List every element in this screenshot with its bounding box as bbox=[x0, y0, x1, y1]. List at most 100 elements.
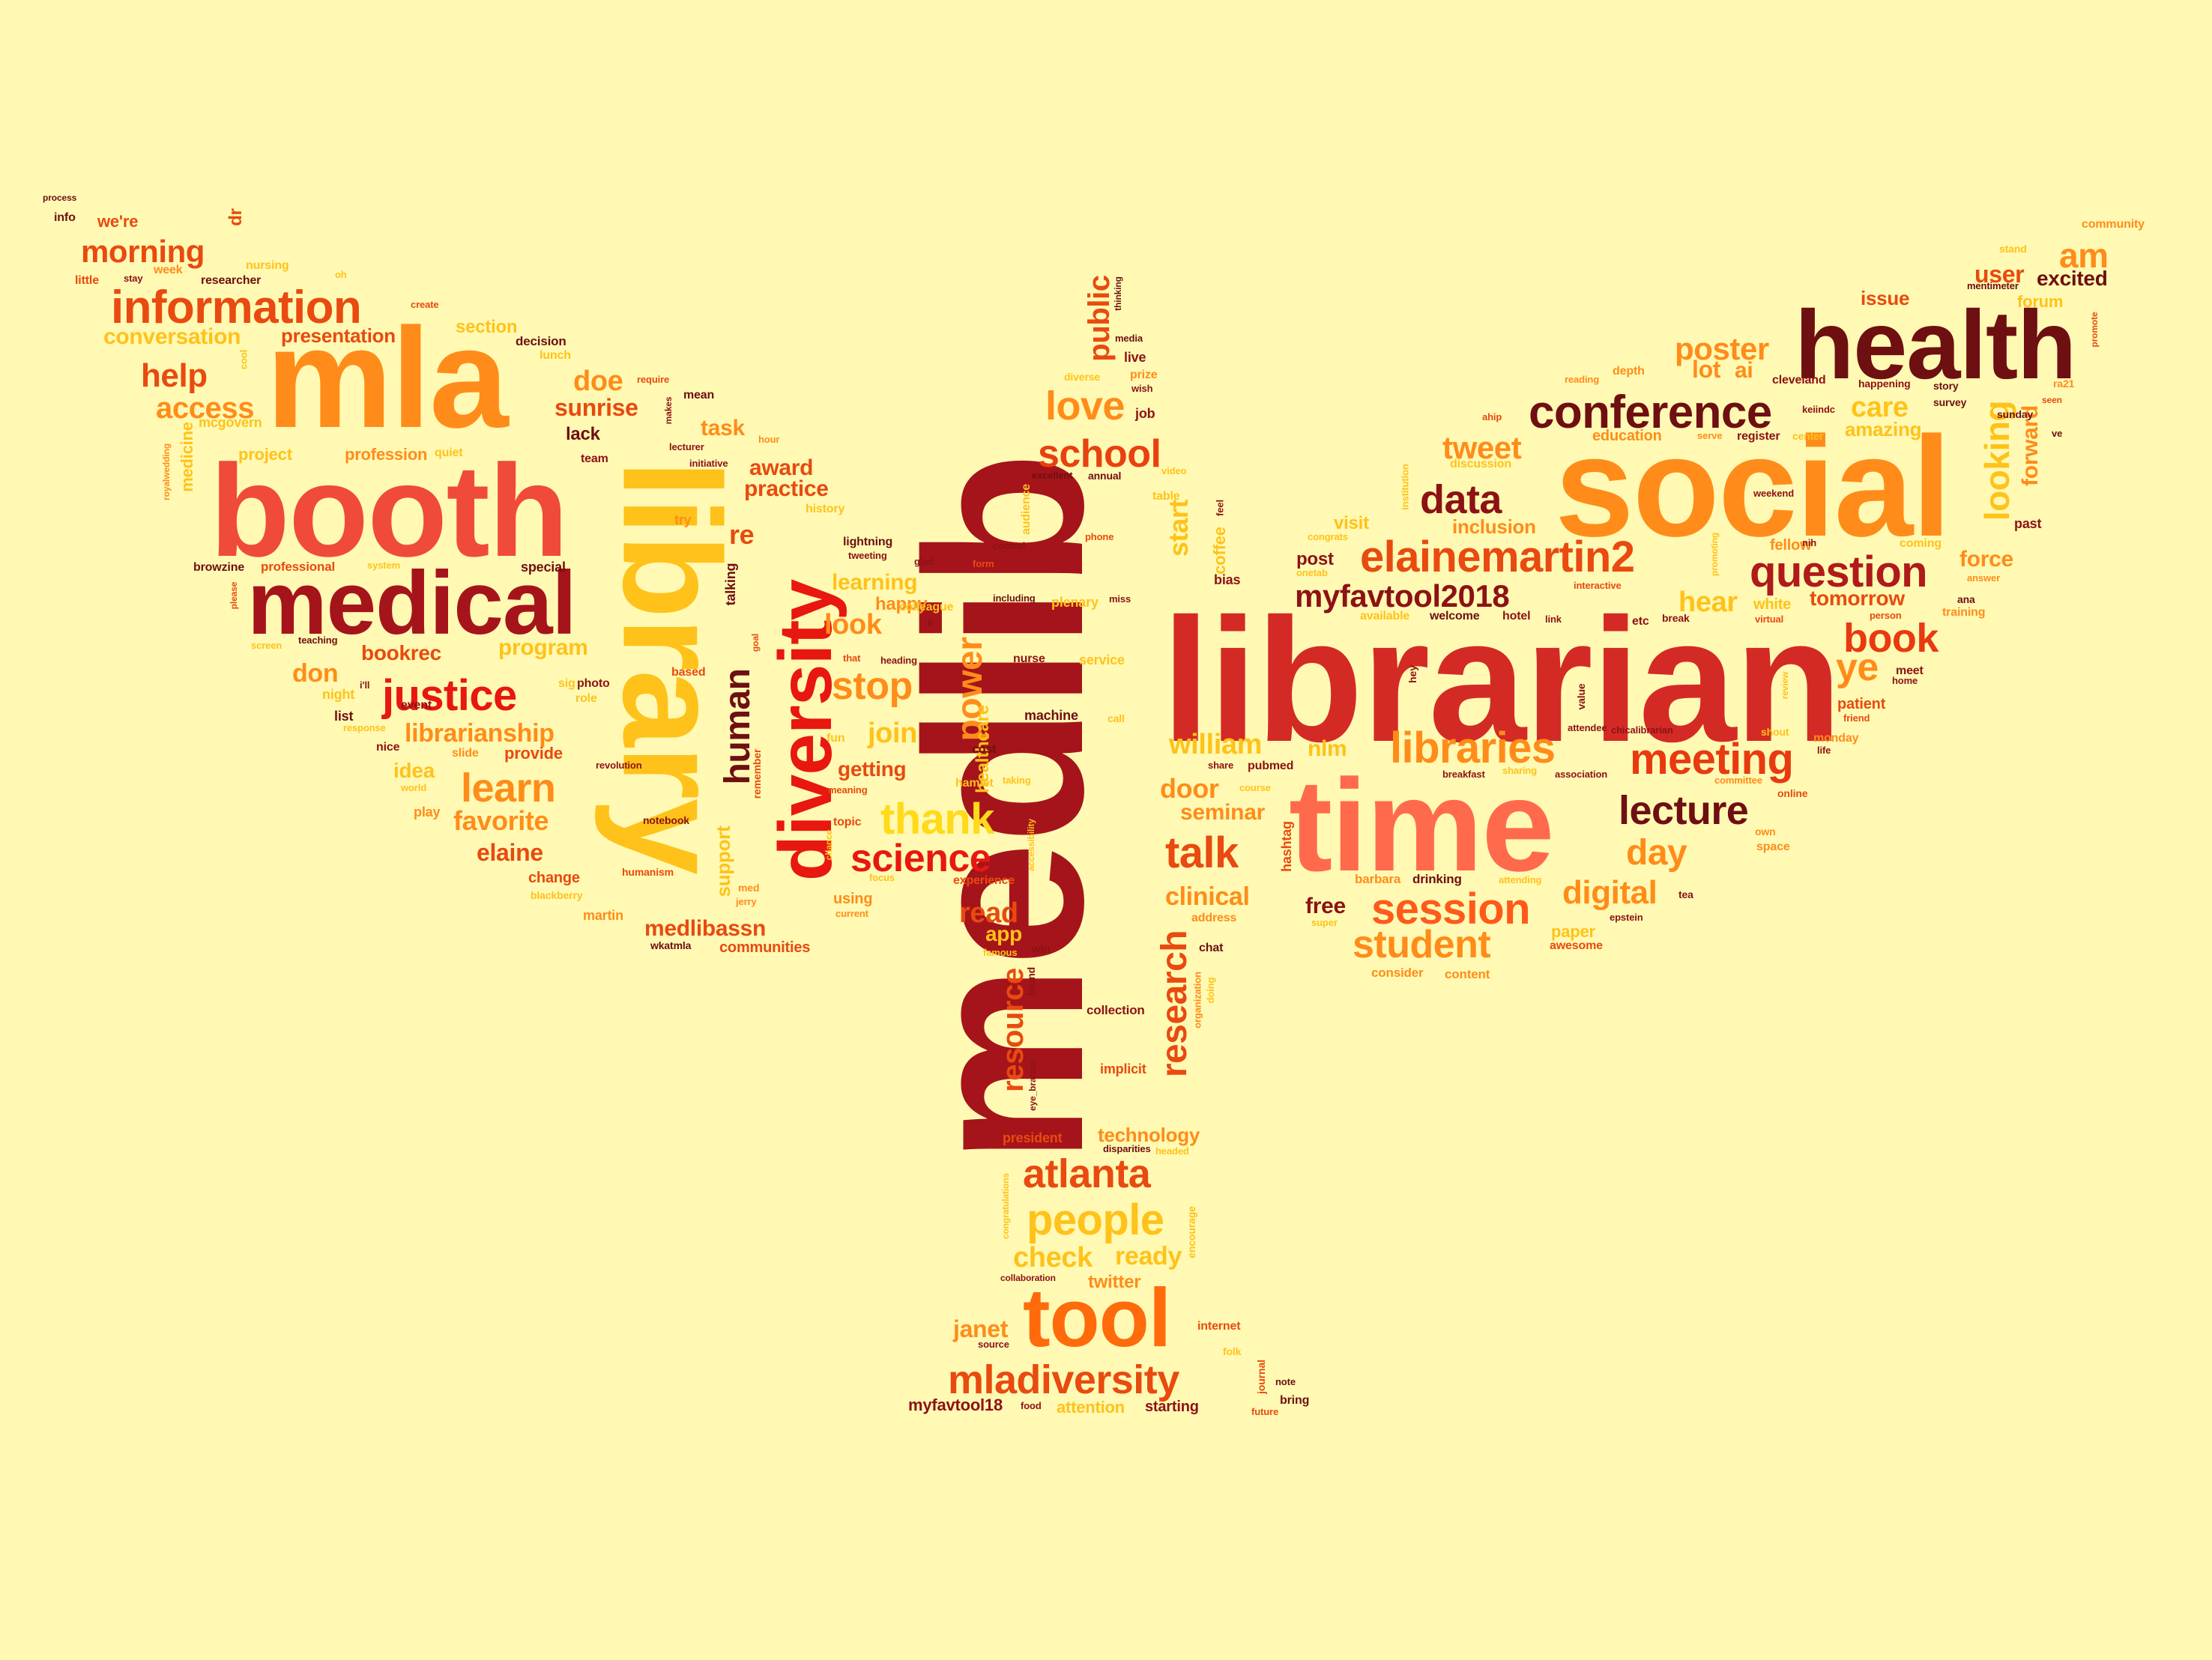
word-content: content bbox=[1445, 967, 1490, 981]
word-technology: technology bbox=[1098, 1124, 1200, 1146]
word-post: post bbox=[1296, 549, 1334, 569]
word-hashtag: hashtag bbox=[1279, 821, 1294, 872]
word-attention: attention bbox=[1057, 1398, 1125, 1417]
word-chance: chance bbox=[824, 829, 834, 861]
word-including: including bbox=[993, 593, 1036, 604]
word-link: link bbox=[1545, 614, 1562, 625]
word-service: service bbox=[1079, 652, 1125, 667]
word-stay: stay bbox=[124, 273, 143, 284]
word-little: little bbox=[75, 274, 99, 287]
word-system: system bbox=[367, 560, 401, 571]
word-ready: ready bbox=[1115, 1242, 1182, 1270]
word-attendee: attendee bbox=[1568, 722, 1607, 733]
word-require: require bbox=[637, 374, 670, 385]
word-lecturer: lecturer bbox=[669, 441, 704, 452]
word-photo: photo bbox=[577, 677, 610, 690]
word-wkatmla: wkatmla bbox=[650, 939, 692, 951]
word-day: day bbox=[1626, 833, 1687, 873]
word-we-re: we're bbox=[97, 212, 139, 231]
word-nice: nice bbox=[376, 741, 400, 754]
word-tweet: tweet bbox=[1442, 430, 1522, 465]
word-fun: fun bbox=[827, 732, 845, 745]
word-congratulations: congratulations bbox=[1000, 1172, 1011, 1240]
word-support: support bbox=[712, 826, 734, 897]
word-mentimeter: mentimeter bbox=[1967, 280, 2019, 291]
word-hey: hey bbox=[1406, 665, 1418, 683]
word-community: community bbox=[2082, 218, 2145, 231]
word-meaning: meaning bbox=[828, 784, 868, 796]
word-doing: doing bbox=[1204, 977, 1216, 1004]
word-association: association bbox=[1555, 769, 1608, 780]
word-conversation: conversation bbox=[103, 324, 241, 349]
word-answer: answer bbox=[1967, 572, 2001, 584]
word-available: available bbox=[1360, 610, 1410, 622]
word-experience: experience bbox=[953, 874, 1015, 887]
word-excited: excited bbox=[2037, 267, 2108, 290]
word-bring: bring bbox=[1280, 1394, 1310, 1407]
word-super: super bbox=[1311, 917, 1338, 928]
word-quiet: quiet bbox=[435, 446, 463, 459]
word-breakfast: breakfast bbox=[1442, 769, 1485, 780]
word-folk: folk bbox=[1223, 1345, 1242, 1357]
word-weekend: weekend bbox=[1753, 488, 1795, 499]
word-amazing: amazing bbox=[1845, 418, 1922, 440]
word-prize: prize bbox=[1130, 369, 1158, 381]
word-lack: lack bbox=[566, 424, 600, 444]
word-create: create bbox=[411, 299, 439, 310]
word-topic: topic bbox=[833, 816, 862, 829]
word-chicalibrarian: chicalibrarian bbox=[1611, 724, 1673, 736]
word-sig: sig bbox=[558, 677, 575, 690]
word-focus: focus bbox=[869, 872, 895, 883]
word-school: school bbox=[1038, 432, 1161, 476]
word-look: look bbox=[824, 609, 882, 640]
word-journal: journal bbox=[1255, 1360, 1267, 1394]
word-discussion: discussion bbox=[1450, 458, 1511, 470]
word-based: based bbox=[671, 666, 706, 679]
word-center: center bbox=[1792, 430, 1824, 442]
word-screen: screen bbox=[251, 640, 282, 651]
word-ahip: ahip bbox=[1482, 411, 1502, 422]
word-keiindc: keiindc bbox=[1802, 404, 1835, 415]
word-resource: resource bbox=[997, 968, 1030, 1092]
word-don: don bbox=[292, 659, 339, 688]
word-online: online bbox=[1777, 787, 1808, 799]
word-thank: thank bbox=[880, 795, 994, 843]
word-tea: tea bbox=[1678, 888, 1693, 900]
word-diverse: diverse bbox=[1064, 371, 1101, 383]
word-organization: organization bbox=[1191, 972, 1203, 1029]
word-initiative: initiative bbox=[689, 458, 728, 469]
word-week: week bbox=[154, 264, 183, 276]
word-current: current bbox=[835, 908, 868, 919]
word-job: job bbox=[1135, 406, 1155, 421]
word-nlm: nlm bbox=[1308, 736, 1347, 761]
word-win: win bbox=[1031, 943, 1051, 956]
word-provide: provide bbox=[504, 744, 563, 763]
word-learn: learn bbox=[461, 766, 556, 811]
word-royalwedding: royalwedding bbox=[161, 443, 172, 500]
word-notebook: notebook bbox=[643, 814, 689, 826]
word-world: world bbox=[401, 782, 427, 793]
word-history: history bbox=[806, 503, 845, 515]
word-remember: remember bbox=[751, 748, 763, 799]
word-hear: hear bbox=[1678, 587, 1738, 618]
word-sunday: sunday bbox=[1997, 408, 2034, 420]
word-project: project bbox=[238, 445, 292, 464]
word-decision: decision bbox=[516, 334, 566, 348]
word-data: data bbox=[1420, 477, 1502, 522]
word-read: read bbox=[959, 897, 1018, 929]
word-re: re bbox=[729, 519, 755, 550]
word-response: response bbox=[343, 722, 386, 733]
word-ai: ai bbox=[1735, 358, 1753, 383]
word-epstein: epstein bbox=[1610, 912, 1643, 923]
word-consider: consider bbox=[1371, 966, 1424, 980]
word-help: help bbox=[141, 357, 208, 394]
word-app: app bbox=[985, 922, 1022, 945]
word-pubmed: pubmed bbox=[1248, 760, 1294, 772]
word-clinical: clinical bbox=[1165, 882, 1250, 911]
word-student: student bbox=[1353, 923, 1491, 966]
word-janet: janet bbox=[953, 1315, 1009, 1342]
word-professional: professional bbox=[261, 560, 336, 574]
word-tomorrow: tomorrow bbox=[1810, 587, 1905, 610]
word-award: award bbox=[749, 455, 814, 480]
